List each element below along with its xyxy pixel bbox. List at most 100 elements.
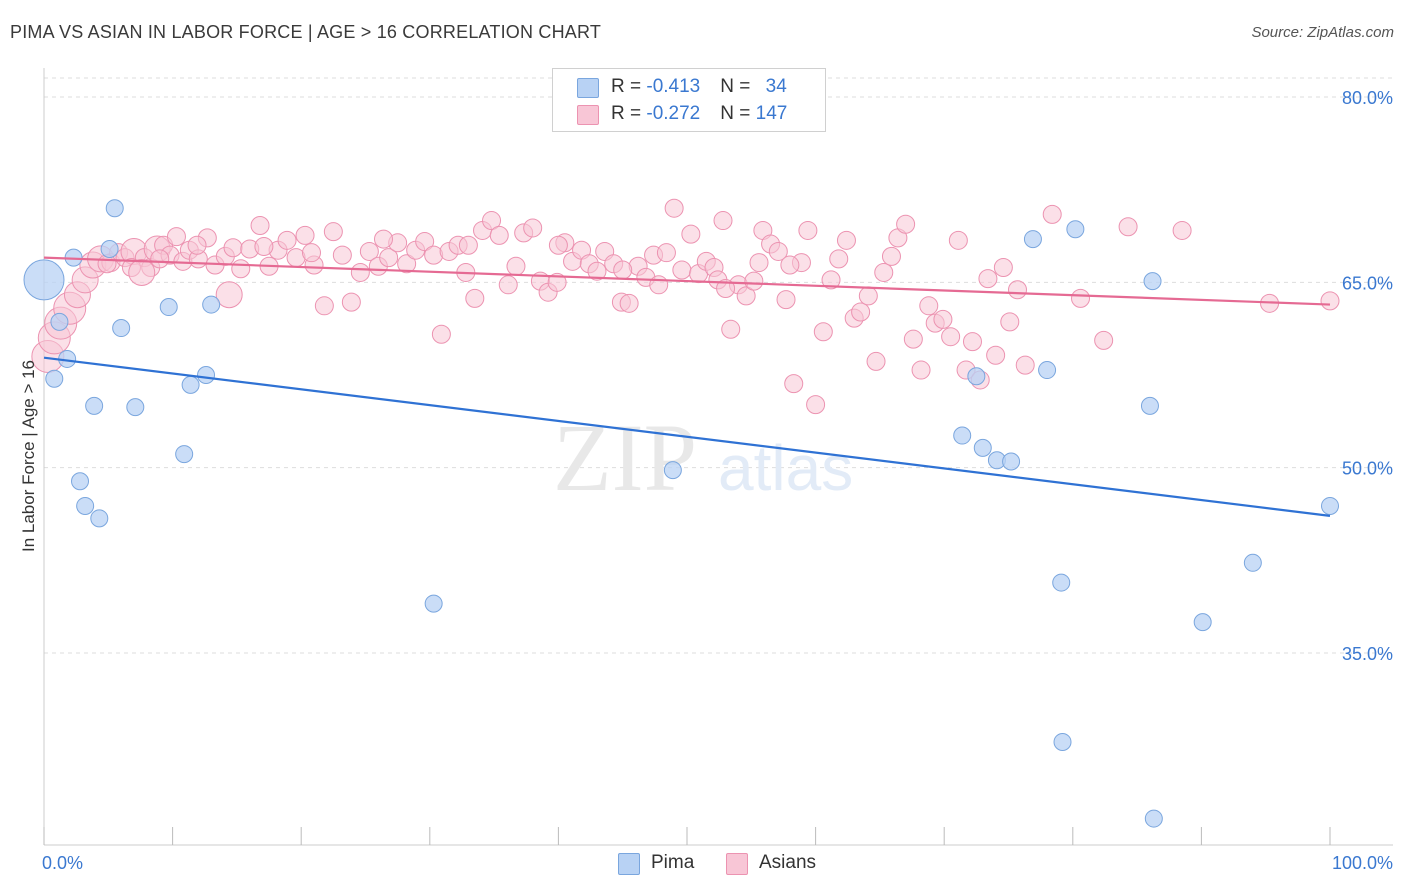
asian-point-91 — [784, 374, 804, 394]
y-tick-label-1: 50.0% — [1342, 459, 1393, 479]
watermark: ZIP atlas — [553, 404, 853, 511]
pima-point-19 — [663, 461, 682, 480]
asian-point-109 — [919, 296, 939, 316]
x-tick-label-max: 100.0% — [1332, 853, 1393, 873]
pima-n-value: 34 — [765, 76, 787, 97]
asian-point-35 — [323, 222, 343, 242]
pima-point-0 — [23, 259, 65, 301]
correlation-legend: R = -0.413 N = 34 R = -0.272 N = 147 — [552, 68, 826, 132]
pima-legend-swatch — [618, 853, 640, 875]
asian-point-38 — [350, 262, 370, 282]
pima-point-30 — [1140, 396, 1159, 415]
asian-point-27 — [250, 215, 270, 235]
asian-point-115 — [962, 332, 982, 352]
pima-point-24 — [1002, 452, 1021, 471]
asian-point-90 — [776, 290, 796, 310]
pima-point-8 — [90, 509, 109, 528]
pima-n-label: N = — [720, 76, 756, 97]
asian-point-17 — [166, 227, 186, 247]
pima-point-16 — [197, 366, 216, 384]
asian-point-25 — [231, 259, 251, 279]
pima-point-18 — [424, 594, 443, 613]
pima-point-1 — [45, 369, 64, 388]
pima-point-33 — [1193, 613, 1212, 632]
asian-point-96 — [821, 270, 841, 290]
asian-point-108 — [911, 360, 931, 380]
y-tick-label-3: 80.0% — [1342, 88, 1393, 108]
asian-point-100 — [851, 302, 871, 322]
y-tick-label-2: 65.0% — [1342, 273, 1393, 293]
asian-point-129 — [1172, 220, 1192, 240]
watermark-zip: ZIP — [553, 404, 697, 511]
pima-point-20 — [973, 438, 992, 457]
asians-legend-label: Asians — [759, 852, 817, 873]
asian-point-94 — [806, 395, 826, 415]
pima-trend-line — [43, 356, 1331, 517]
asian-point-53 — [482, 211, 502, 231]
pima-point-22 — [953, 426, 972, 445]
pima-point-31 — [1143, 272, 1162, 291]
pima-legend-label: Pima — [651, 852, 695, 873]
asian-point-83 — [721, 319, 741, 339]
pima-point-7 — [85, 396, 104, 415]
asian-point-136 — [254, 237, 274, 257]
asian-point-86 — [744, 271, 764, 291]
asian-point-61 — [547, 272, 567, 292]
pima-point-28 — [1052, 573, 1071, 592]
asian-point-133 — [128, 258, 156, 286]
x-tick-label-min: 0.0% — [42, 853, 83, 873]
pima-point-34 — [1243, 553, 1262, 572]
asian-series — [31, 198, 1340, 415]
asian-point-95 — [813, 322, 833, 342]
asian-point-124 — [1071, 288, 1091, 308]
asian-point-106 — [896, 214, 916, 234]
asians-legend-swatch — [726, 853, 748, 875]
asian-point-140 — [548, 235, 568, 255]
asian-point-126 — [1118, 217, 1138, 237]
pima-point-25 — [1023, 230, 1042, 249]
pima-point-15 — [181, 375, 200, 394]
asian-point-138 — [374, 229, 394, 249]
asian-point-135 — [187, 235, 207, 255]
asian-point-76 — [664, 198, 684, 218]
asian-point-123 — [1042, 204, 1062, 224]
asian-point-34 — [314, 296, 334, 316]
asian-point-111 — [933, 309, 953, 329]
asian-point-70 — [619, 293, 639, 313]
asian-point-107 — [903, 329, 923, 349]
asian-point-132 — [215, 281, 243, 309]
gridlines — [44, 77, 1393, 654]
pima-swatch — [577, 78, 599, 98]
y-tick-label-0: 35.0% — [1342, 644, 1393, 664]
asian-point-145 — [716, 279, 736, 299]
asian-point-102 — [866, 351, 886, 371]
pima-point-14 — [175, 445, 194, 464]
pima-point-12 — [126, 398, 145, 417]
asian-point-125 — [1094, 330, 1114, 350]
pima-point-32 — [1144, 809, 1163, 828]
asian-point-104 — [881, 246, 901, 266]
asian-point-36 — [332, 245, 352, 265]
asian-point-39 — [359, 241, 379, 261]
asian-point-82 — [713, 211, 733, 231]
asian-point-24 — [223, 238, 243, 258]
pima-r-value: -0.413 — [646, 76, 701, 97]
asian-point-144 — [780, 255, 800, 275]
asian-point-139 — [458, 235, 478, 255]
asian-point-89 — [768, 241, 788, 261]
asian-point-122 — [1015, 355, 1035, 375]
asian-point-131 — [150, 249, 170, 269]
asian-point-103 — [874, 262, 894, 282]
axes — [43, 68, 1393, 846]
asian-point-120 — [1000, 312, 1020, 332]
y-axis-label: In Labor Force | Age > 16 — [19, 360, 38, 552]
asian-point-85 — [736, 286, 756, 306]
asian-point-66 — [587, 261, 607, 281]
asian-point-117 — [978, 269, 998, 289]
pima-point-11 — [112, 319, 131, 338]
asians-swatch — [577, 105, 599, 125]
pima-point-27 — [1066, 220, 1085, 239]
asian-point-137 — [301, 243, 321, 263]
asian-point-47 — [431, 324, 451, 344]
